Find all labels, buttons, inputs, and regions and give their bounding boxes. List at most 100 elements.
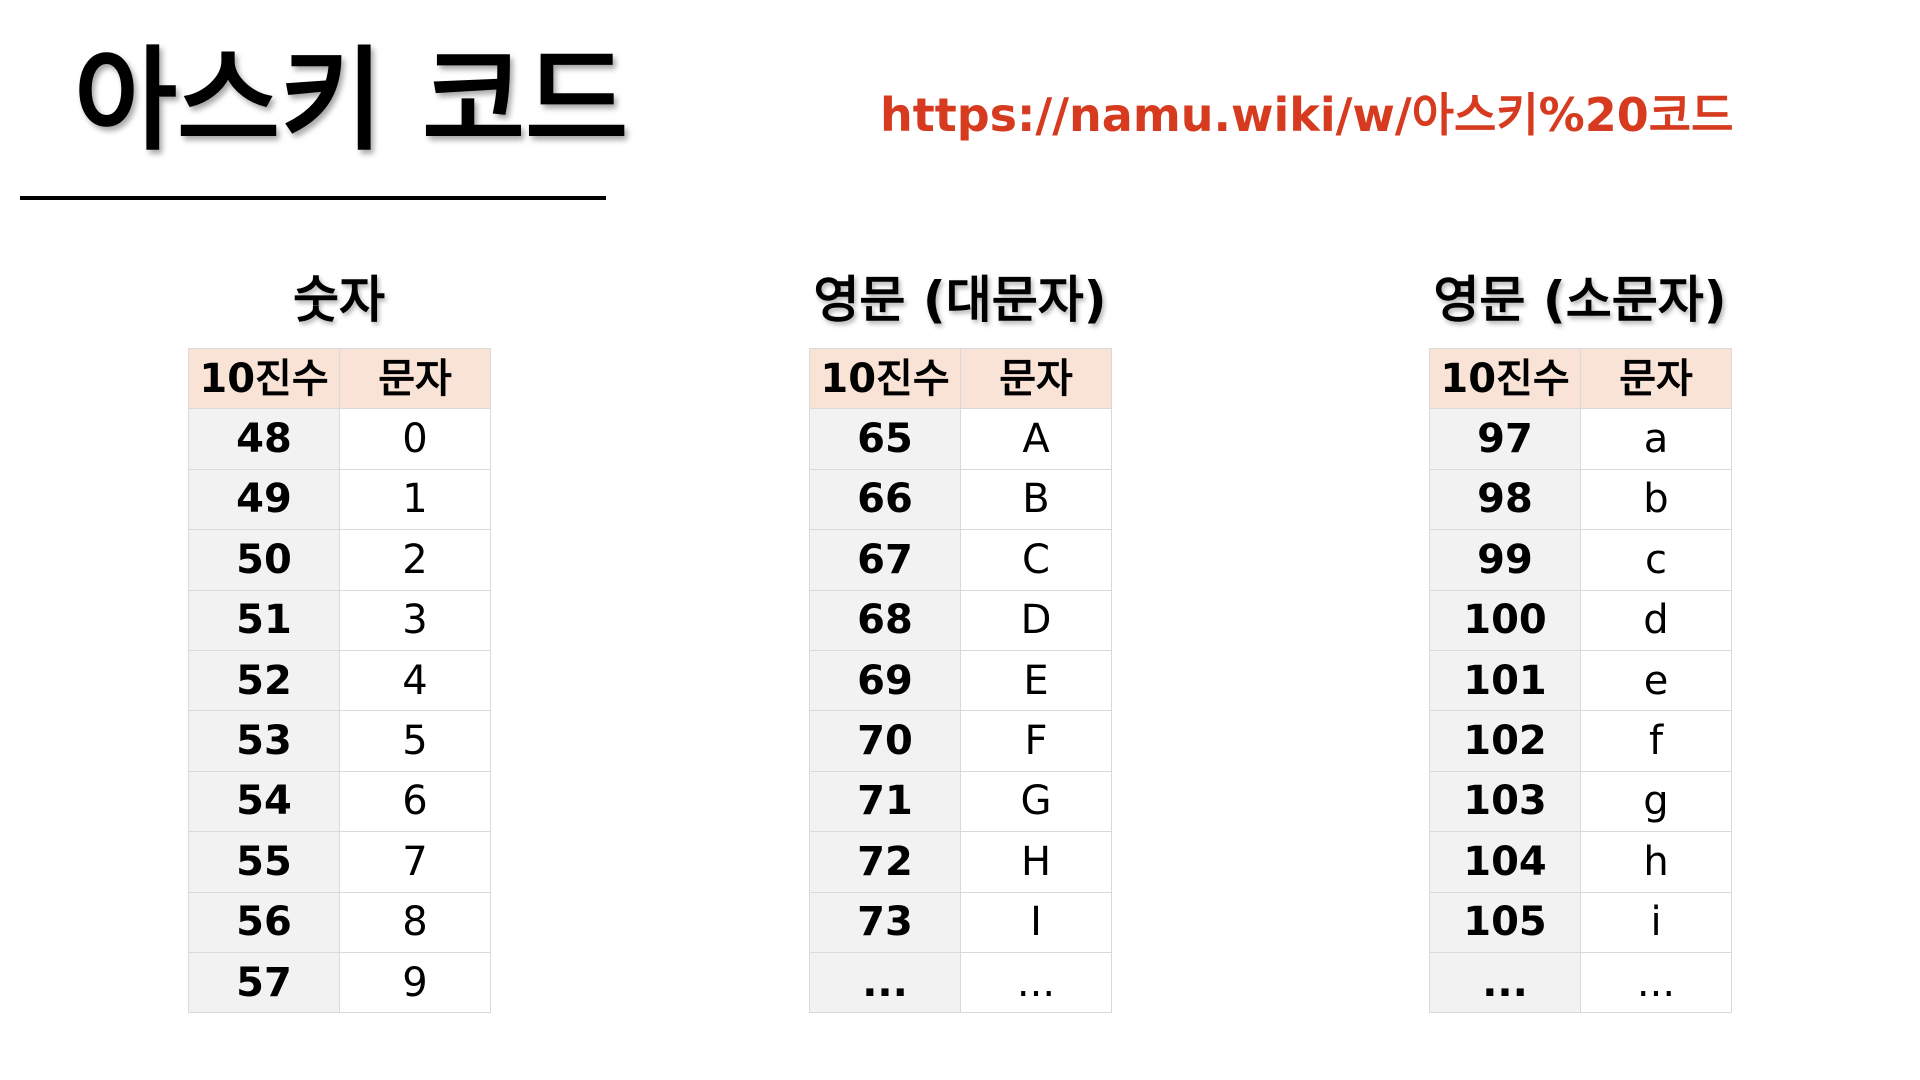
table-header-row: 10진수 문자 xyxy=(1429,347,1732,410)
decimal-cell: 68 xyxy=(809,589,961,651)
table-row: ...... xyxy=(1429,951,1732,1014)
table-row: 68 D xyxy=(809,589,1112,651)
table-row: 104 h xyxy=(1429,831,1732,893)
decimal-cell: 53 xyxy=(188,710,340,772)
decimal-cell: 56 xyxy=(188,891,340,953)
decimal-cell: 66 xyxy=(809,468,961,531)
decimal-cell: 70 xyxy=(809,710,961,772)
decimal-cell: 98 xyxy=(1429,468,1581,531)
table-row: 100 d xyxy=(1429,589,1732,651)
decimal-cell: 65 xyxy=(809,408,961,470)
char-cell: 4 xyxy=(339,649,491,712)
char-cell: c xyxy=(1580,529,1732,591)
uppercase-table: 10진수 문자 65 A 66 B 67 C 68 D 69 E 70 F 71 G 72 H 73 I.....… xyxy=(809,347,1112,1014)
char-cell: f xyxy=(1580,710,1732,772)
table-row: 50 2 xyxy=(188,529,491,591)
char-cell: C xyxy=(960,529,1112,591)
table-row: 97 a xyxy=(1429,408,1732,470)
decimal-cell: 51 xyxy=(188,589,340,651)
lowercase-table-block: 영문 (소문자) 10진수 문자 97 a 98 b 99 c 100 d 101 e 102 f 10… xyxy=(1429,270,1732,1014)
decimal-cell: 97 xyxy=(1429,408,1581,470)
table-row: ...... xyxy=(809,951,1112,1014)
decimal-cell: ... xyxy=(809,951,961,1014)
lowercase-heading: 영문 (소문자) xyxy=(1433,271,1727,329)
table-row: 73 I xyxy=(809,891,1112,953)
decimal-cell: 57 xyxy=(188,951,340,1014)
char-cell: 6 xyxy=(339,770,491,833)
char-cell: b xyxy=(1580,468,1732,531)
decimal-cell: 49 xyxy=(188,468,340,531)
table-row: 51 3 xyxy=(188,589,491,651)
char-cell: ... xyxy=(1580,951,1732,1014)
decimal-cell: 69 xyxy=(809,649,961,712)
source-link[interactable]: https://namu.wiki/w/아스키%20코드 xyxy=(880,88,1734,142)
decimal-cell: 104 xyxy=(1429,831,1581,893)
char-cell: B xyxy=(960,468,1112,531)
decimal-cell: 102 xyxy=(1429,710,1581,772)
digits-heading: 숫자 xyxy=(293,271,385,329)
slide-title: 아스키 코드 xyxy=(74,36,629,166)
table-row: 55 7 xyxy=(188,831,491,893)
char-cell: G xyxy=(960,770,1112,833)
char-cell: 7 xyxy=(339,831,491,893)
table-row: 56 8 xyxy=(188,891,491,953)
table-row: 48 0 xyxy=(188,408,491,470)
decimal-cell: 55 xyxy=(188,831,340,893)
char-column-header: 문자 xyxy=(960,347,1112,410)
lowercase-table: 10진수 문자 97 a 98 b 99 c 100 d 101 e 102 f 103 g 104 h 105… xyxy=(1429,347,1732,1014)
decimal-cell: ... xyxy=(1429,951,1581,1014)
char-cell: h xyxy=(1580,831,1732,893)
table-row: 70 F xyxy=(809,710,1112,772)
table-row: 57 9 xyxy=(188,951,491,1014)
char-cell: H xyxy=(960,831,1112,893)
table-row: 49 1 xyxy=(188,468,491,531)
char-cell: 2 xyxy=(339,529,491,591)
char-cell: F xyxy=(960,710,1112,772)
table-row: 66 B xyxy=(809,468,1112,531)
table-row: 54 6 xyxy=(188,770,491,833)
table-row: 69 E xyxy=(809,649,1112,712)
table-row: 98 b xyxy=(1429,468,1732,531)
decimal-cell: 103 xyxy=(1429,770,1581,833)
table-row: 102 f xyxy=(1429,710,1732,772)
decimal-cell: 48 xyxy=(188,408,340,470)
decimal-column-header: 10진수 xyxy=(809,347,961,410)
digits-table-block: 숫자 10진수 문자 48 0 49 1 50 2 51 3 52 4 53 5 54 6 55 7 56 8 57… xyxy=(188,270,491,1014)
decimal-cell: 71 xyxy=(809,770,961,833)
table-header-row: 10진수 문자 xyxy=(188,347,491,410)
decimal-cell: 67 xyxy=(809,529,961,591)
decimal-cell: 50 xyxy=(188,529,340,591)
table-row: 103 g xyxy=(1429,770,1732,833)
decimal-cell: 54 xyxy=(188,770,340,833)
char-cell: ... xyxy=(960,951,1112,1014)
table-header-row: 10진수 문자 xyxy=(809,347,1112,410)
table-row: 71 G xyxy=(809,770,1112,833)
char-column-header: 문자 xyxy=(1580,347,1732,410)
digits-table: 10진수 문자 48 0 49 1 50 2 51 3 52 4 53 5 54 6 55 7 56 8 57 9 xyxy=(188,347,491,1014)
uppercase-heading: 영문 (대문자) xyxy=(813,271,1107,329)
decimal-column-header: 10진수 xyxy=(188,347,340,410)
table-row: 67 C xyxy=(809,529,1112,591)
decimal-cell: 100 xyxy=(1429,589,1581,651)
char-cell: 8 xyxy=(339,891,491,953)
decimal-cell: 105 xyxy=(1429,891,1581,953)
char-cell: 9 xyxy=(339,951,491,1014)
table-row: 72 H xyxy=(809,831,1112,893)
table-row: 101 e xyxy=(1429,649,1732,712)
decimal-column-header: 10진수 xyxy=(1429,347,1581,410)
char-cell: i xyxy=(1580,891,1732,953)
char-cell: g xyxy=(1580,770,1732,833)
char-cell: a xyxy=(1580,408,1732,470)
uppercase-table-block: 영문 (대문자) 10진수 문자 65 A 66 B 67 C 68 D 69 E 70 F 71 G 72… xyxy=(809,270,1112,1014)
table-row: 105 i xyxy=(1429,891,1732,953)
char-cell: 0 xyxy=(339,408,491,470)
decimal-cell: 72 xyxy=(809,831,961,893)
char-cell: E xyxy=(960,649,1112,712)
table-row: 52 4 xyxy=(188,649,491,712)
char-cell: 5 xyxy=(339,710,491,772)
char-cell: D xyxy=(960,589,1112,651)
char-column-header: 문자 xyxy=(339,347,491,410)
decimal-cell: 52 xyxy=(188,649,340,712)
table-row: 99 c xyxy=(1429,529,1732,591)
table-row: 53 5 xyxy=(188,710,491,772)
